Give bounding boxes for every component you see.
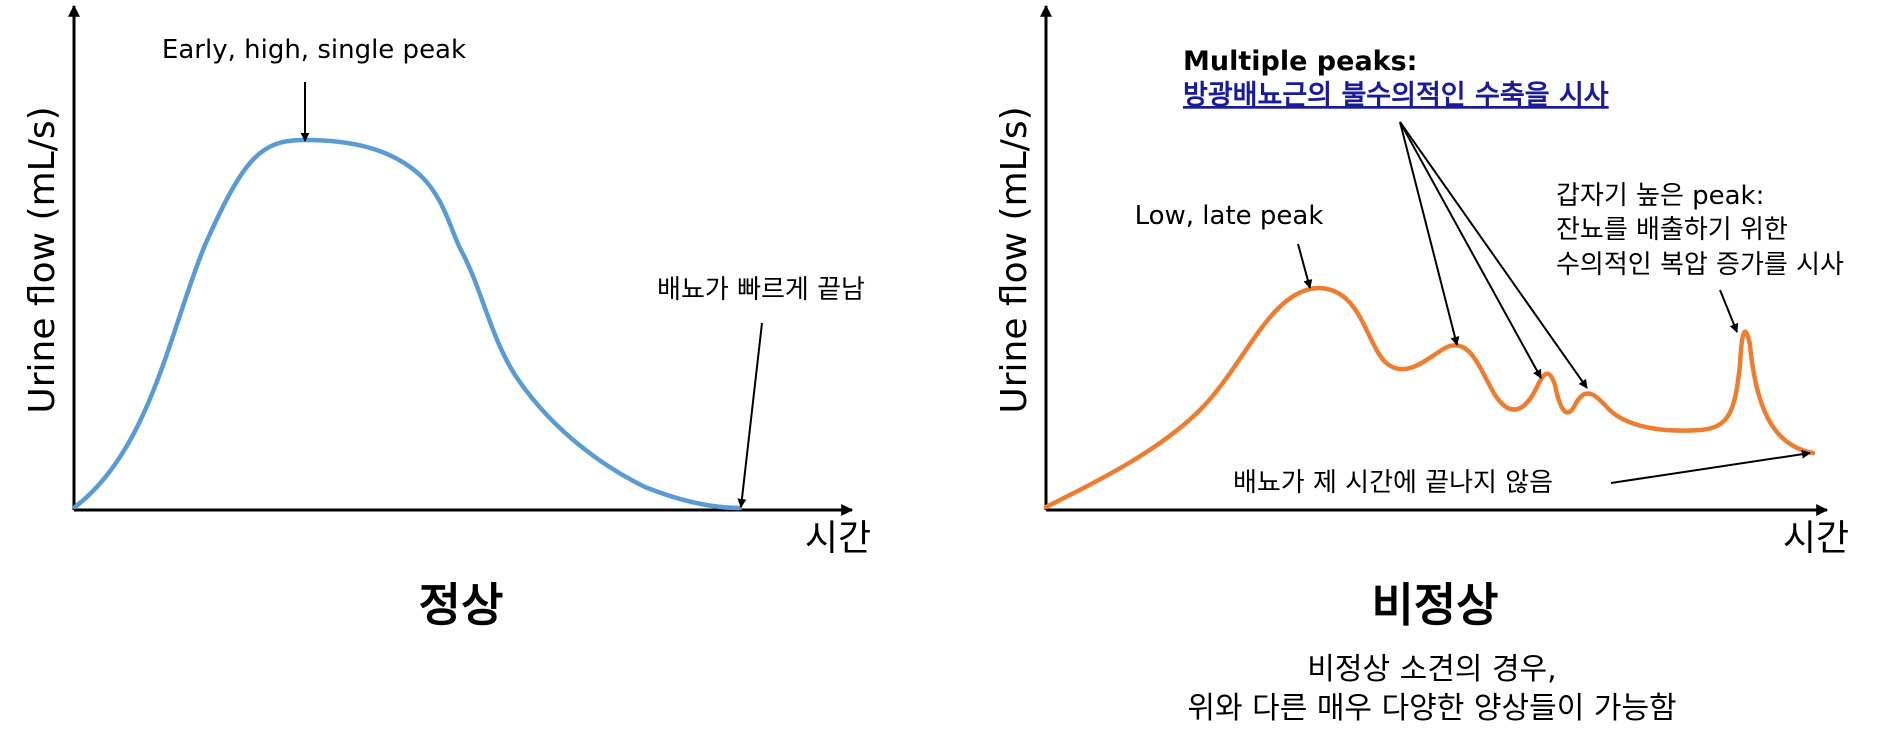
normal-y-axis-label: Urine flow (mL/s) [22,106,63,413]
normal-peak-annotation: Early, high, single peak [162,35,466,65]
sudden-peak-line-2: 잔뇨를 배출하기 위한 [1556,215,1788,245]
sudden-peak-line-3: 수의적인 복압 증가를 시사 [1556,250,1844,280]
normal-end-arrow [737,322,763,508]
multiple-peaks-arrow-1 [1399,121,1460,346]
normal-flow-curve [72,137,743,511]
normal-panel: Urine flow (mL/s) 시간 Early, high, single… [22,4,871,632]
multiple-peaks-arrow-2 [1399,121,1542,379]
abnormal-end-annotation: 배뇨가 제 시간에 끝나지 않음 [1233,468,1553,498]
sudden-peak-line-1: 갑자기 높은 peak: [1556,181,1764,211]
multiple-peaks-title: Multiple peaks: [1183,46,1417,77]
abnormal-caption-line-2: 위와 다른 매우 다양한 양상들이 가능함 [1187,691,1676,726]
normal-end-annotation: 배뇨가 빠르게 끝남 [657,275,865,305]
multiple-peaks-arrow-3 [1399,121,1588,389]
abnormal-panel-title: 비정상 [1372,578,1499,632]
abnormal-y-axis-label: Urine flow (mL/s) [994,106,1035,413]
abnormal-panel: Urine flow (mL/s) 시간 Multiple peaks: 방광배… [994,4,1849,726]
abnormal-end-arrow [1610,449,1811,484]
normal-x-axis-label: 시간 [805,518,871,559]
sudden-peak-arrow [1719,289,1739,333]
low-late-peak-arrow [1297,243,1313,289]
abnormal-flow-curve [1043,285,1816,510]
abnormal-x-axis-label: 시간 [1783,518,1849,559]
normal-panel-title: 정상 [419,578,504,632]
low-late-peak-annotation: Low, late peak [1135,201,1324,231]
multiple-peaks-description: 방광배뇨근의 불수의적인 수축을 시사 [1183,80,1609,111]
abnormal-caption-line-1: 비정상 소견의 경우, [1307,652,1556,687]
